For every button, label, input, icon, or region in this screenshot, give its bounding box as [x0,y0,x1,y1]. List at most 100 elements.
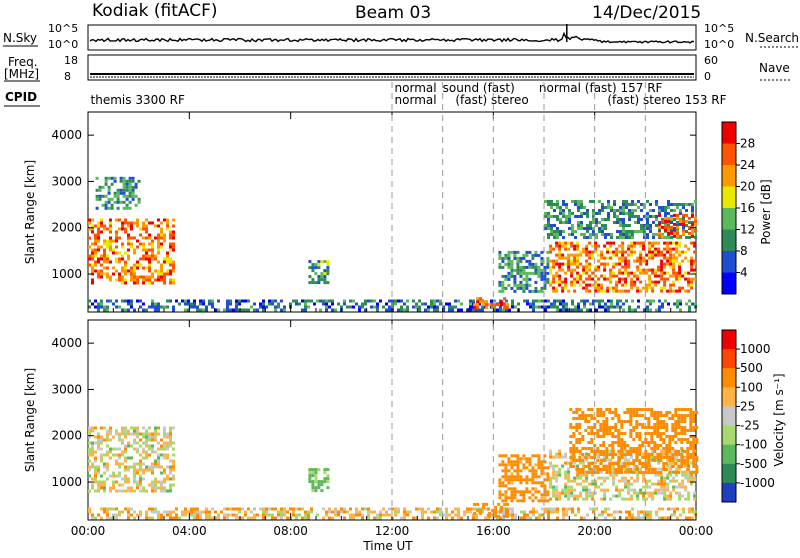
velocity-echo-cell [611,447,615,450]
power-echo-cell [534,262,538,266]
power-echo-cell [630,241,634,245]
velocity-echo-cell [311,489,315,493]
power-cbar-tick-label: 28 [740,137,755,151]
velocity-echo-cell [496,516,499,520]
velocity-echo-cell [609,473,613,477]
power-echo-cell [547,227,550,230]
power-echo-cell [482,300,486,304]
velocity-echo-cell [519,493,523,497]
velocity-echo-cell [575,411,579,414]
power-echo-cell [454,305,457,309]
velocity-echo-cell [600,488,604,492]
velocity-echo-cell [109,432,112,436]
velocity-echo-cell [578,441,582,444]
velocity-echo-cell [157,426,160,430]
power-echo-cell [579,253,583,257]
power-echo-cell [567,247,571,251]
velocity-echo-cell [314,489,318,493]
velocity-echo-cell [662,414,666,417]
velocity-echo-cell [454,507,457,511]
velocity-echo-cell [436,510,439,514]
velocity-echo-cell [653,471,657,474]
power-echo-cell [507,262,511,266]
velocity-echo-cell [593,465,597,468]
power-echo-cell [543,286,547,290]
velocity-echo-cell [244,510,247,514]
power-echo-cell [624,256,628,260]
power-echo-cell [622,233,625,236]
velocity-echo-cell [689,471,693,474]
velocity-echo-cell [691,516,694,520]
power-echo-cell [118,272,121,276]
velocity-echo-cell [106,516,109,520]
power-echo-cell [687,283,691,287]
power-echo-cell [666,289,670,293]
power-echo-cell [154,269,157,273]
velocity-echo-cell [677,471,681,474]
power-echo-cell [675,241,679,245]
power-echo-cell [643,224,646,227]
velocity-echo-cell [590,447,594,450]
velocity-echo-cell [650,468,654,471]
velocity-echo-cell [244,513,247,517]
power-echo-cell [649,224,652,227]
power-echo-cell [667,206,670,209]
velocity-echo-cell [112,471,115,475]
power-echo-cell [693,271,697,275]
power-echo-cell [274,308,277,312]
velocity-echo-cell [540,469,544,473]
velocity-echo-cell [603,491,607,495]
velocity-echo-cell [655,513,658,517]
velocity-echo-cell [481,507,484,511]
velocity-echo-cell [286,516,289,520]
power-echo-cell [585,271,589,275]
velocity-echo-cell [656,414,660,417]
power-echo-cell [103,272,106,276]
velocity-echo-cell [585,470,589,474]
power-echo-cell [103,305,106,309]
power-echo-cell [549,283,553,287]
velocity-echo-cell [169,477,172,481]
velocity-echo-cell [681,470,685,474]
velocity-echo-cell [573,461,577,465]
power-echo-cell [516,268,520,272]
velocity-echo-cell [675,473,679,477]
power-echo-cell [507,265,511,269]
velocity-echo-cell [641,441,645,444]
power-echo-cell [666,247,670,251]
velocity-echo-cell [540,496,544,500]
power-echo-cell [516,250,520,254]
power-echo-cell [555,262,559,266]
power-echo-cell [597,286,601,290]
velocity-echo-cell [561,455,565,459]
power-echo-cell [199,308,202,312]
power-echo-cell [119,200,123,204]
power-echo-cell [636,241,640,245]
power-echo-cell [661,209,664,212]
power-echo-cell [588,262,592,266]
velocity-echo-cell [627,491,631,495]
power-echo-cell [577,221,580,224]
power-echo-cell [130,272,133,276]
velocity-echo-cell [448,513,451,517]
velocity-echo-cell [223,513,226,517]
power-echo-cell [169,236,172,240]
power-echo-cell [122,188,126,192]
velocity-echo-cell [581,447,585,450]
power-echo-cell [525,277,529,281]
power-echo-cell [169,242,172,246]
velocity-echo-cell [659,471,663,474]
power-echo-cell [546,262,550,266]
cpid-entry: normal (fast) 157 RF [539,81,663,95]
power-echo-cell [637,299,640,303]
power-echo-cell [334,308,337,312]
power-echo-cell [133,266,136,270]
power-echo-cell [628,212,631,215]
power-echo-cell [295,299,298,303]
velocity-echo-cell [629,411,633,414]
power-echo-cell [693,259,697,263]
velocity-echo-cell [686,441,690,444]
velocity-echo-cell [151,438,154,442]
power-echo-cell [115,305,118,309]
